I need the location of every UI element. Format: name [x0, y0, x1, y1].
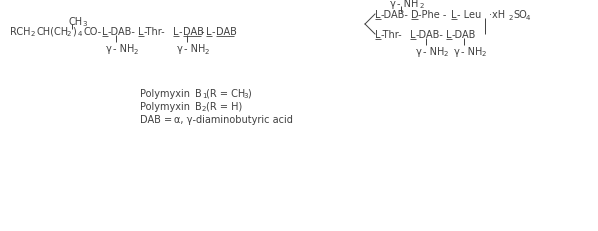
Text: -DAB-: -DAB- — [108, 27, 136, 37]
Text: L: L — [451, 10, 456, 20]
Text: -Thr-: -Thr- — [381, 30, 402, 40]
Text: L: L — [102, 27, 108, 37]
Text: CO-: CO- — [83, 27, 101, 37]
Text: CH(CH: CH(CH — [36, 27, 68, 37]
Text: 4: 4 — [526, 14, 530, 20]
Text: -DAB-: -DAB- — [381, 10, 409, 20]
Text: 3: 3 — [83, 21, 87, 27]
Text: 1: 1 — [202, 93, 206, 99]
Text: DAB: DAB — [183, 27, 204, 37]
Text: - NH: - NH — [184, 44, 205, 54]
Text: -DAB: -DAB — [452, 30, 477, 40]
Text: Polymyxin: Polymyxin — [140, 89, 190, 99]
Text: 4: 4 — [78, 31, 83, 37]
Text: 2: 2 — [67, 31, 71, 37]
Text: B: B — [195, 89, 202, 99]
Text: (R = H): (R = H) — [206, 102, 242, 112]
Text: CH: CH — [68, 17, 82, 27]
Text: DAB =: DAB = — [140, 115, 175, 125]
Text: -DAB-: -DAB- — [416, 30, 444, 40]
Text: - Leu: - Leu — [457, 10, 481, 20]
Text: D: D — [411, 10, 419, 20]
Text: L: L — [375, 30, 380, 40]
Text: (R = CH: (R = CH — [206, 89, 245, 99]
Text: γ: γ — [106, 44, 112, 54]
Text: 2: 2 — [509, 14, 513, 20]
Text: SO: SO — [513, 10, 527, 20]
Text: 2: 2 — [482, 51, 486, 57]
Text: -: - — [179, 27, 182, 37]
Text: L: L — [375, 10, 380, 20]
Text: -: - — [201, 27, 205, 37]
Text: - NH: - NH — [461, 47, 483, 57]
Text: DAB: DAB — [216, 27, 237, 37]
Text: 2: 2 — [420, 3, 425, 9]
Text: RCH: RCH — [10, 27, 30, 37]
Text: -Phe -: -Phe - — [418, 10, 446, 20]
Text: ·xH: ·xH — [489, 10, 505, 20]
Text: α, γ-diaminobutyric acid: α, γ-diaminobutyric acid — [174, 115, 293, 125]
Text: γ: γ — [390, 0, 396, 9]
Text: L: L — [446, 30, 451, 40]
Text: 3: 3 — [243, 93, 248, 99]
Text: 2: 2 — [444, 51, 448, 57]
Text: γ: γ — [177, 44, 183, 54]
Text: - NH: - NH — [397, 0, 419, 9]
Text: Polymyxin: Polymyxin — [140, 102, 190, 112]
Text: ): ) — [72, 27, 76, 37]
Text: L: L — [206, 27, 212, 37]
Text: B: B — [195, 102, 202, 112]
Text: 2: 2 — [134, 48, 138, 54]
Text: -Thr-: -Thr- — [144, 27, 166, 37]
Text: 2: 2 — [202, 106, 206, 112]
Text: - NH: - NH — [113, 44, 135, 54]
Text: γ: γ — [454, 47, 460, 57]
Text: γ: γ — [416, 47, 422, 57]
Text: 2: 2 — [205, 48, 209, 54]
Text: L: L — [138, 27, 144, 37]
Text: - NH: - NH — [423, 47, 444, 57]
Text: L: L — [410, 30, 416, 40]
Text: -: - — [212, 27, 215, 37]
Text: 2: 2 — [31, 31, 35, 37]
Text: L: L — [173, 27, 178, 37]
Text: ): ) — [247, 89, 251, 99]
